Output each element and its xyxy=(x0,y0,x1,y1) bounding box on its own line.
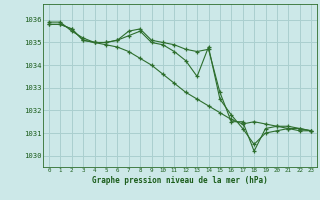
X-axis label: Graphe pression niveau de la mer (hPa): Graphe pression niveau de la mer (hPa) xyxy=(92,176,268,185)
